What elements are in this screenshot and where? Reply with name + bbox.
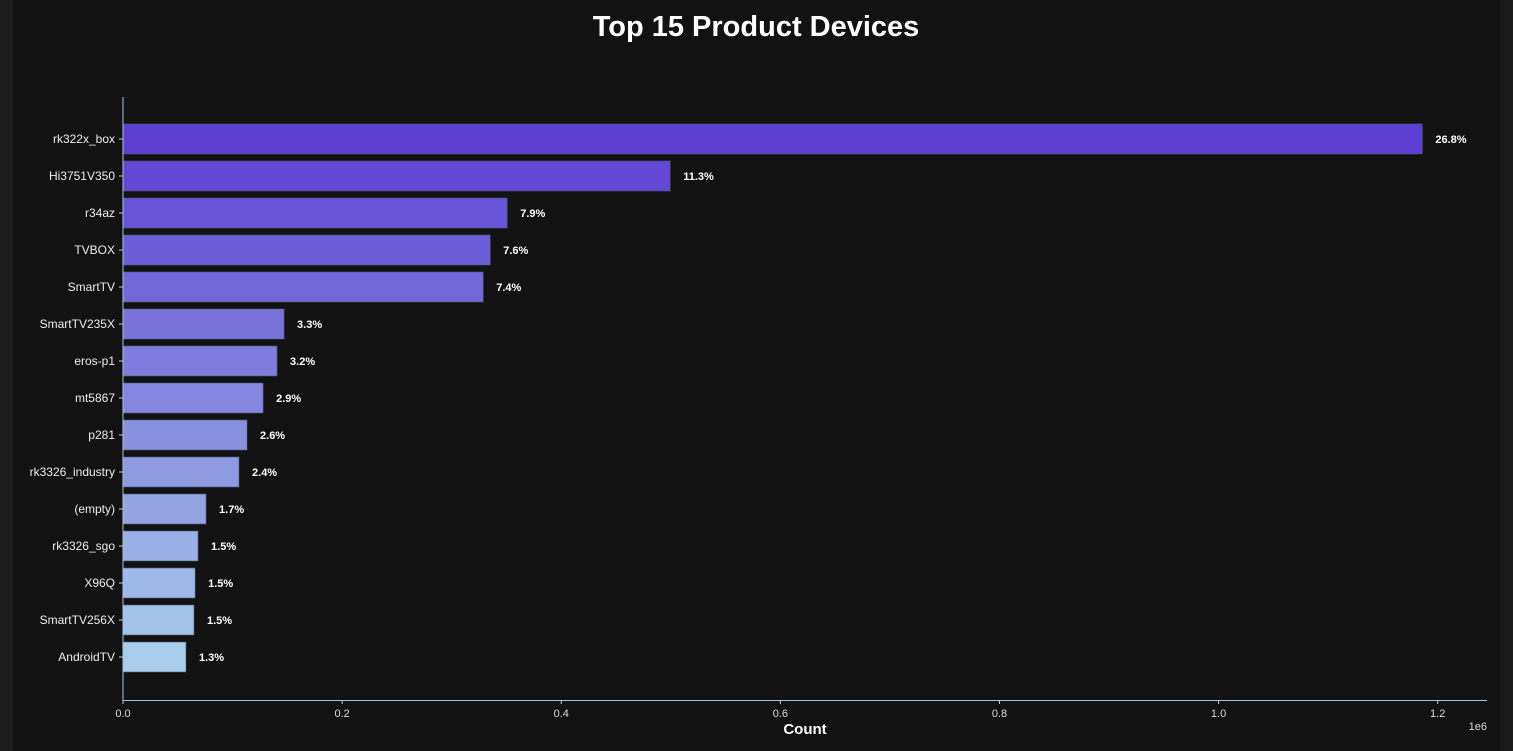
x-tick-label: 0.4	[554, 708, 569, 720]
y-tick-label: mt5867	[75, 391, 115, 405]
y-tick-label: rk3326_industry	[30, 465, 115, 479]
data-label: 2.9%	[276, 393, 301, 405]
bar-Hi3751V350	[122, 160, 671, 192]
y-tick-label: (empty)	[74, 502, 115, 516]
chart-panel: Top 15 Product Devices rk322x_box 26.8% Hi…	[13, 0, 1500, 751]
bar-r34az	[122, 197, 508, 229]
x-tick-label: 1.0	[1211, 708, 1226, 720]
data-label: 3.2%	[290, 356, 315, 368]
bar-TVBOX	[122, 234, 491, 266]
bar-mt5867	[122, 382, 264, 414]
y-tick-label: rk322x_box	[53, 132, 115, 146]
x-axis-label: Count	[783, 721, 826, 738]
data-label: 2.6%	[260, 430, 285, 442]
bar-(empty)	[122, 493, 207, 525]
bar-rk322x_box	[122, 123, 1423, 155]
y-tick-label: Hi3751V350	[49, 169, 115, 183]
data-label: 2.4%	[252, 467, 277, 479]
data-label: 1.5%	[207, 615, 232, 627]
x-axis-offset-label: 1e6	[1469, 721, 1487, 733]
bar-rk3326_sgo	[122, 530, 199, 562]
x-tick-label: 0.0	[115, 708, 130, 720]
data-label: 7.9%	[520, 208, 545, 220]
y-tick-label: AndroidTV	[58, 650, 115, 664]
bar-rk3326_industry	[122, 456, 240, 488]
data-label: 11.3%	[683, 171, 714, 183]
data-label: 1.5%	[208, 578, 233, 590]
bar-chart: Top 15 Product Devices rk322x_box 26.8% Hi…	[30, 11, 1487, 738]
data-label: 1.3%	[199, 652, 224, 664]
bar-X96Q	[122, 567, 196, 599]
y-tick-label: TVBOX	[74, 243, 115, 257]
data-label: 1.5%	[211, 541, 236, 553]
bar-SmartTV256X	[122, 604, 195, 636]
data-label: 7.4%	[496, 282, 521, 294]
data-label: 26.8%	[1435, 134, 1466, 146]
data-label: 1.7%	[219, 504, 244, 516]
data-label: 7.6%	[503, 245, 528, 257]
y-tick-label: p281	[88, 428, 115, 442]
bar-SmartTV	[122, 271, 484, 303]
y-tick-label: SmartTV	[68, 280, 115, 294]
x-tick-label: 0.2	[334, 708, 349, 720]
data-label: 3.3%	[297, 319, 322, 331]
y-tick-label: SmartTV235X	[40, 317, 115, 331]
y-tick-label: rk3326_sgo	[52, 539, 115, 553]
y-tick-label: SmartTV256X	[40, 613, 115, 627]
y-tick-label: r34az	[85, 206, 115, 220]
y-tick-label: eros-p1	[74, 354, 115, 368]
x-tick-label: 0.8	[992, 708, 1007, 720]
background-panel	[1500, 0, 1513, 751]
x-tick-label: 0.6	[773, 708, 788, 720]
chart-title: Top 15 Product Devices	[593, 11, 920, 43]
bar-AndroidTV	[122, 641, 187, 673]
bar-p281	[122, 419, 248, 451]
y-tick-label: X96Q	[84, 576, 115, 590]
bar-eros-p1	[122, 345, 278, 377]
bar-SmartTV235X	[122, 308, 285, 340]
x-tick-label: 1.2	[1430, 708, 1445, 720]
